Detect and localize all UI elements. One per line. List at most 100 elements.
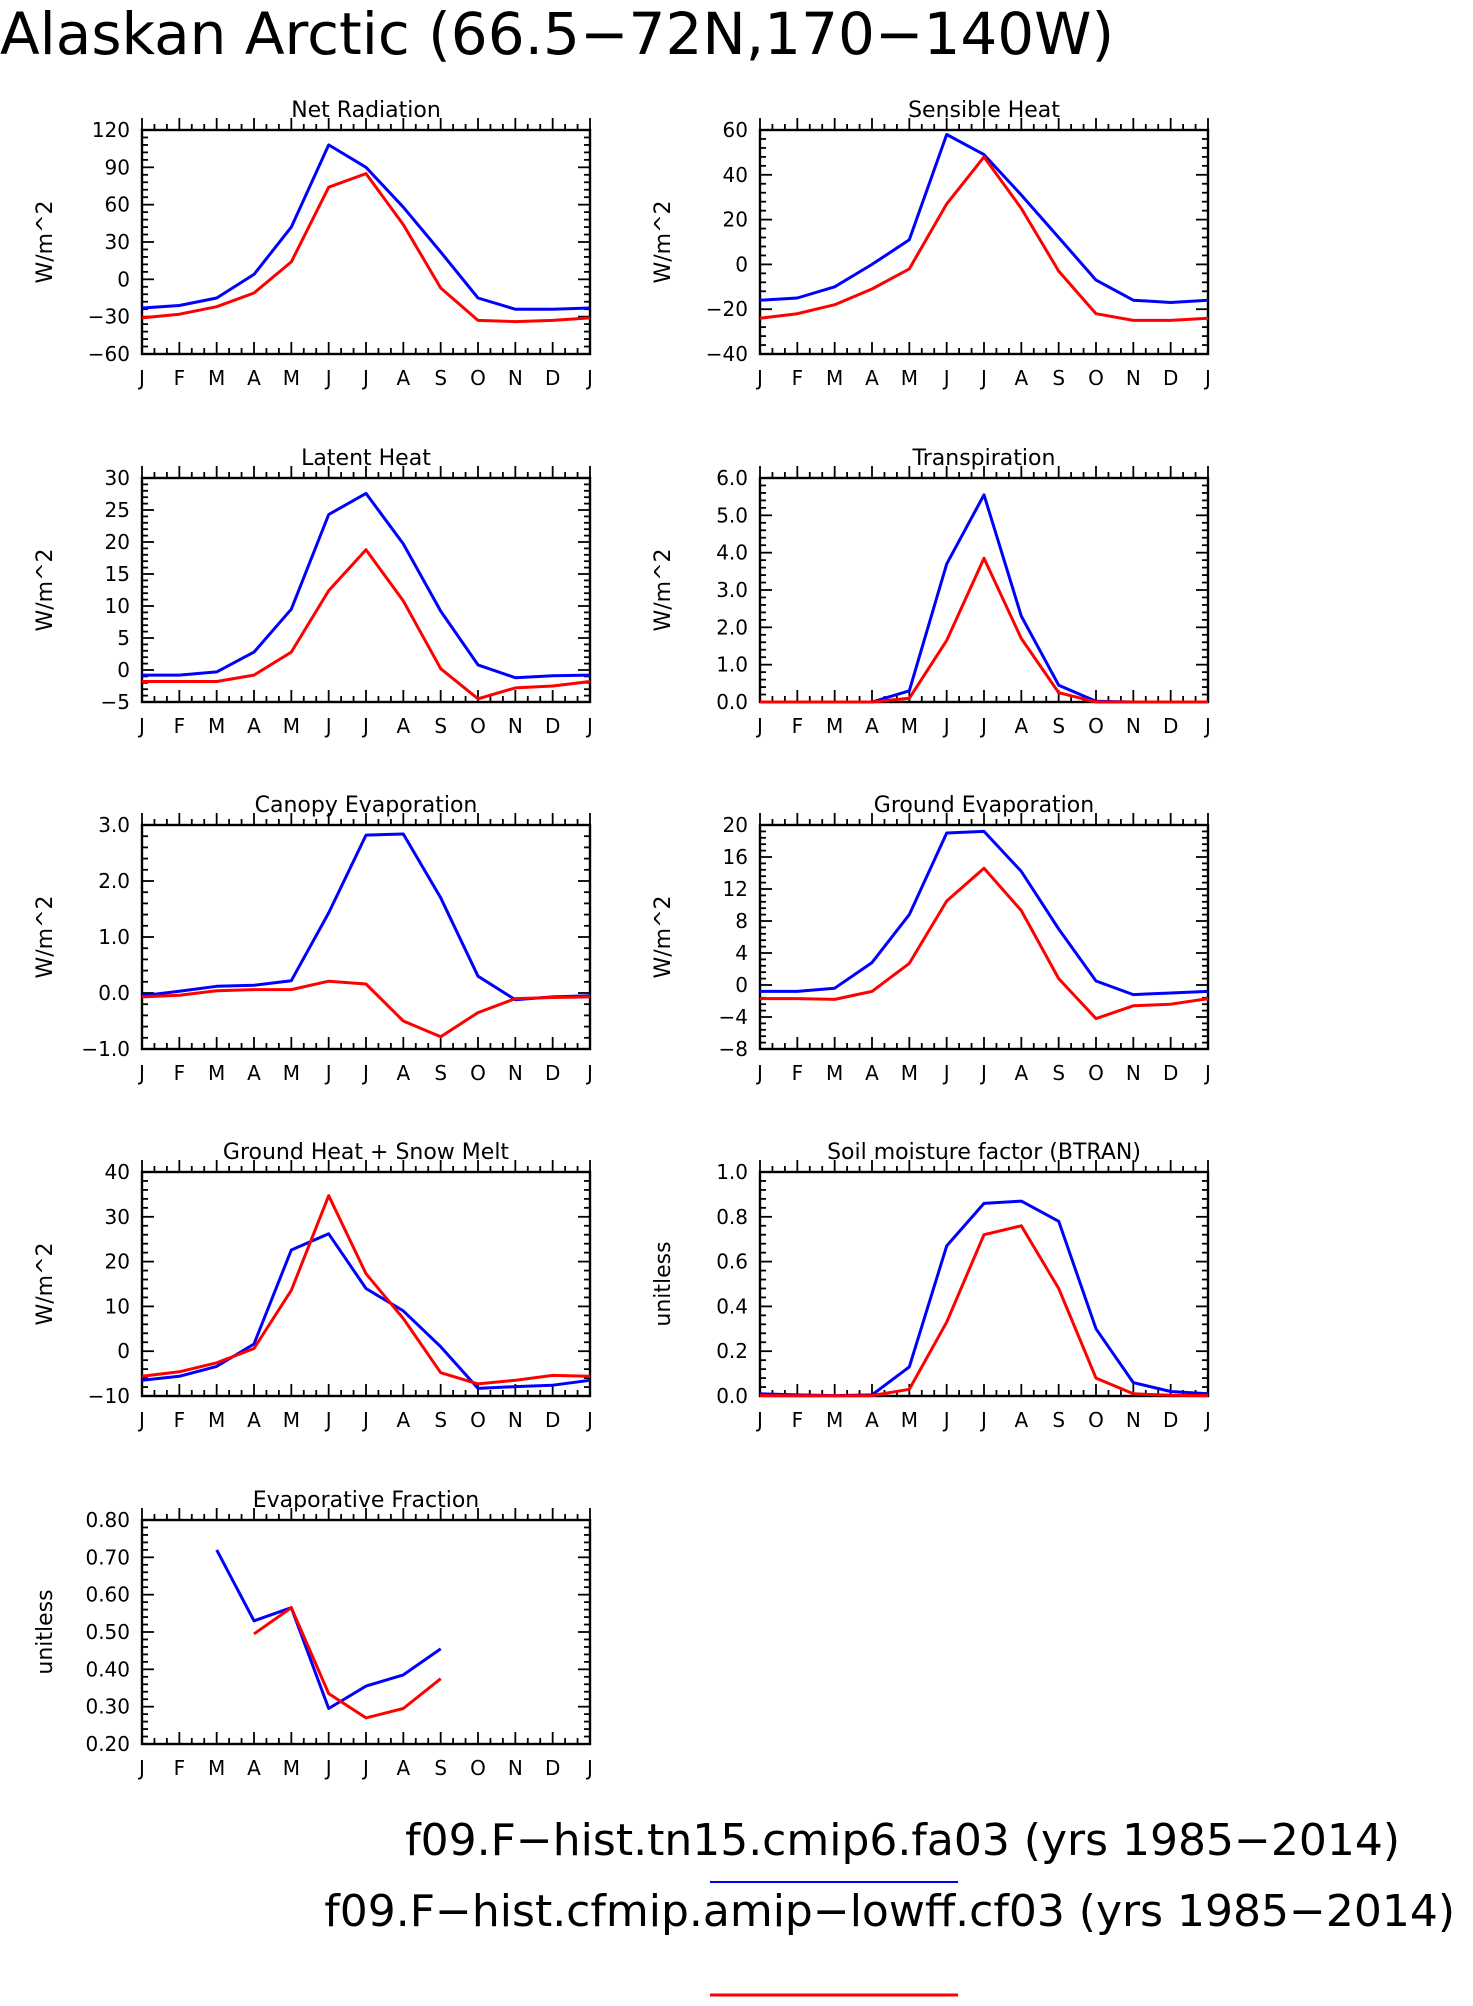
y-tick-label: 0.70 (85, 1545, 130, 1569)
y-tick-label: 10 (105, 594, 130, 618)
y-tick-label: 0.0 (98, 981, 130, 1005)
y-axis-label: W/m^2 (33, 200, 58, 283)
x-tick-label: M (208, 1756, 225, 1780)
x-tick-label: D (545, 714, 560, 738)
y-tick-label: 30 (105, 230, 130, 254)
y-axis-label: W/m^2 (651, 200, 676, 283)
x-tick-label: J (585, 1756, 593, 1780)
x-tick-label: A (865, 714, 879, 738)
panel-title: Soil moisture factor (BTRAN) (827, 1140, 1141, 1165)
x-tick-label: D (545, 1756, 560, 1780)
y-tick-label: −40 (706, 342, 748, 366)
panel-title: Transpiration (912, 446, 1056, 471)
series-line-case1 (142, 491, 591, 680)
x-tick-label: N (508, 714, 523, 738)
y-tick-label: 20 (105, 1250, 130, 1274)
x-tick-label: J (1203, 1408, 1211, 1432)
plot-frame (140, 476, 592, 704)
chart-panel: J F M A M J J A S O N D J0.800.700.600.500.400.300.2… (33, 1488, 593, 1780)
x-tick-label: J (942, 1408, 950, 1432)
y-tick-label: 0.20 (85, 1732, 130, 1756)
x-tick-label: A (396, 1408, 410, 1432)
y-tick-label: 8 (735, 909, 748, 933)
x-tick-label: J (942, 1061, 950, 1085)
y-tick-label: 0.4 (716, 1294, 748, 1318)
y-tick-label: 0.0 (716, 690, 748, 714)
x-tick-label: O (470, 1756, 486, 1780)
y-tick-label: 0.0 (716, 1384, 748, 1408)
x-tick-label: A (247, 1061, 261, 1085)
y-tick-label: 0 (117, 1339, 130, 1363)
y-tick-label: −4 (719, 1005, 748, 1029)
y-tick-label: 6.0 (716, 466, 748, 490)
y-axis-label: unitless (651, 1241, 676, 1326)
x-tick-label: J (361, 1756, 369, 1780)
y-tick-label: 120 (92, 118, 130, 142)
x-tick-label: M (208, 1061, 225, 1085)
x-tick-label: F (792, 1408, 804, 1432)
x-tick-label: J (585, 714, 593, 738)
x-tick-label: A (247, 714, 261, 738)
x-tick-label: D (545, 1408, 560, 1432)
x-tick-label: S (1052, 714, 1065, 738)
y-tick-label: 12 (723, 877, 748, 901)
x-tick-label: M (283, 1756, 300, 1780)
series-line-case2 (142, 548, 591, 701)
y-tick-label: 0 (117, 658, 130, 682)
series-line-case2 (759, 1224, 1209, 1398)
x-tick-label: A (865, 366, 879, 390)
x-tick-label: M (283, 1408, 300, 1432)
y-tick-label: 25 (105, 498, 130, 522)
x-tick-label: O (1088, 366, 1104, 390)
y-tick-label: 20 (723, 208, 748, 232)
y-tick-label: 1.0 (716, 1160, 748, 1184)
x-tick-label: J (361, 366, 369, 390)
series-line-case1 (759, 133, 1209, 304)
x-tick-label: N (508, 1756, 523, 1780)
chart-panel: J F M A M J J A S O N D J6.05.04.03.02.01.00.0Transp… (651, 446, 1211, 738)
x-tick-label: A (396, 1061, 410, 1085)
x-tick-label: D (1163, 366, 1178, 390)
x-tick-label: O (470, 366, 486, 390)
legend-label-case2: f09.F−hist.cfmip.amip−lowff.cf03 (yrs 19… (324, 1886, 1455, 1937)
panel-title: Sensible Heat (908, 98, 1060, 123)
y-tick-label: 0.6 (716, 1250, 748, 1274)
y-tick-label: 20 (723, 813, 748, 837)
y-tick-label: 40 (105, 1160, 130, 1184)
x-tick-label: N (508, 1408, 523, 1432)
y-tick-label: 0.60 (85, 1583, 130, 1607)
x-tick-label: S (434, 366, 447, 390)
y-axis-label: W/m^2 (651, 548, 676, 631)
y-axis-label: W/m^2 (651, 895, 676, 978)
x-tick-label: S (434, 1408, 447, 1432)
x-tick-label: J (942, 366, 950, 390)
plot-frame (758, 823, 1210, 1051)
x-tick-label: A (247, 1756, 261, 1780)
x-tick-label: J (137, 1408, 145, 1432)
y-tick-label: 2.0 (716, 615, 748, 639)
x-tick-label: N (1126, 366, 1141, 390)
x-tick-label: O (1088, 714, 1104, 738)
y-tick-label: 1.0 (716, 653, 748, 677)
x-tick-label: A (247, 366, 261, 390)
y-tick-label: 16 (723, 845, 748, 869)
legend: f09.F−hist.tn15.cmip6.fa03 (yrs 1985−201… (324, 1815, 1455, 1997)
x-tick-label: A (1014, 366, 1028, 390)
x-tick-label: F (174, 1061, 186, 1085)
y-tick-label: 60 (105, 193, 130, 217)
x-tick-label: F (174, 1756, 186, 1780)
series-line-case2 (760, 866, 1209, 1021)
x-tick-label: M (826, 1061, 843, 1085)
x-tick-label: N (508, 366, 523, 390)
x-tick-label: D (1163, 1061, 1178, 1085)
x-tick-label: J (585, 1061, 593, 1085)
x-tick-label: J (979, 714, 987, 738)
y-tick-label: −20 (706, 297, 748, 321)
x-tick-label: A (1014, 1061, 1028, 1085)
series-line-case1 (760, 493, 1208, 704)
x-tick-label: A (865, 1061, 879, 1085)
